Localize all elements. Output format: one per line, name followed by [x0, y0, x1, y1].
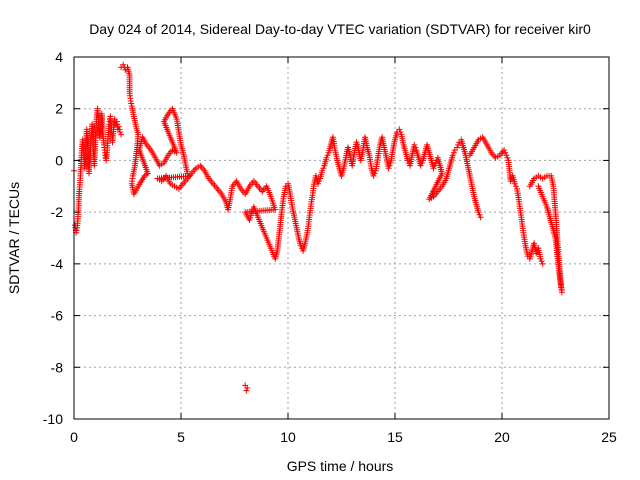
x-tick-label: 25 [601, 429, 617, 445]
data-point [117, 129, 123, 135]
data-point [504, 154, 511, 161]
x-tick-label: 20 [494, 429, 510, 445]
y-tick-label: -8 [51, 359, 64, 375]
data-point [404, 157, 411, 164]
data-point [431, 162, 438, 169]
data-point [243, 387, 250, 394]
data-point [454, 144, 461, 151]
data-point [507, 178, 514, 185]
y-tick-label: 4 [55, 49, 63, 65]
data-point [449, 152, 456, 159]
data-point [455, 141, 462, 148]
y-tick-label: -6 [51, 308, 64, 324]
data-point [418, 160, 425, 166]
data-point [476, 211, 483, 218]
data-point [502, 149, 509, 156]
data-point [118, 131, 125, 138]
x-tick-label: 5 [177, 429, 185, 445]
x-tick-label: 15 [387, 429, 403, 445]
data-point [432, 160, 439, 166]
data-point [430, 165, 437, 172]
data-point [411, 141, 418, 148]
y-tick-label: -2 [51, 204, 64, 220]
data-point [450, 149, 457, 156]
data-point [511, 180, 518, 187]
data-point [512, 183, 519, 190]
chart-title: Day 024 of 2014, Sidereal Day-to-day VTE… [89, 21, 591, 37]
y-tick-label: 2 [55, 101, 63, 117]
y-tick-label: 0 [55, 152, 63, 168]
data-point [315, 180, 321, 187]
data-point [412, 144, 419, 151]
data-points [71, 61, 565, 394]
data-point [477, 214, 484, 221]
data-point [537, 255, 544, 262]
x-tick-label: 10 [280, 429, 296, 445]
data-point [320, 165, 327, 172]
data-point [397, 129, 404, 135]
data-point [539, 260, 546, 267]
data-point [533, 250, 540, 257]
data-point [371, 170, 378, 177]
axis-ticks: 0 5 10 15 20 25 -10 -8 -6 -4 -2 0 2 4 [43, 49, 617, 445]
y-tick-label: -10 [43, 411, 63, 427]
data-point [535, 183, 542, 190]
y-tick-label: -4 [51, 256, 64, 272]
data-point [316, 178, 322, 185]
data-point [501, 147, 508, 154]
plot-frame [73, 56, 610, 420]
data-point [538, 258, 545, 265]
data-point [128, 100, 135, 107]
data-point [115, 123, 122, 130]
y-axis-label: SDTVAR / TECUs [6, 182, 22, 294]
data-point [244, 385, 251, 391]
data-point [396, 126, 403, 133]
data-point [386, 162, 393, 169]
data-point [319, 167, 326, 174]
x-axis-label: GPS time / hours [287, 458, 394, 474]
data-point [385, 165, 392, 172]
data-point [324, 152, 331, 159]
data-point [417, 162, 424, 169]
data-point [475, 209, 482, 216]
x-tick-label: 0 [70, 429, 78, 445]
